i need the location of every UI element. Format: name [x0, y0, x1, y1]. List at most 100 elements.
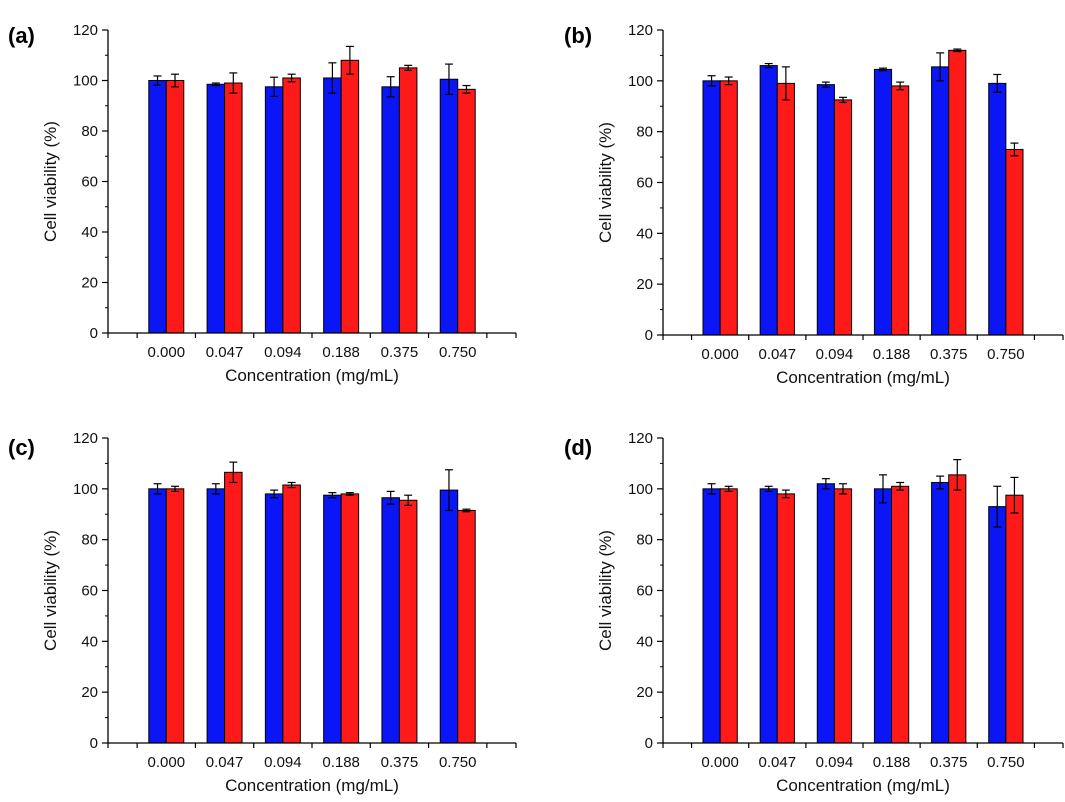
x-tick-label: 0.188	[322, 344, 360, 361]
bar	[702, 80, 721, 336]
y-tick-label: 100	[628, 73, 653, 90]
y-tick-label: 0	[645, 735, 653, 752]
x-tick-label: 0.188	[873, 346, 911, 363]
y-tick-label: 20	[81, 684, 98, 701]
bar	[206, 488, 226, 744]
x-axis-title: Concentration (mg/mL)	[225, 366, 399, 385]
bar	[439, 489, 459, 744]
bar	[148, 80, 167, 334]
y-tick-label: 100	[628, 481, 653, 498]
x-tick-label: 0.000	[701, 346, 739, 363]
y-axis-title: Cell viability (%)	[41, 121, 60, 242]
x-tick-label: 0.375	[381, 754, 419, 771]
bar	[988, 82, 1007, 336]
bar	[776, 493, 795, 744]
y-tick-label: 0	[645, 327, 653, 344]
y-axis-title: Cell viability (%)	[596, 122, 615, 243]
bar	[833, 99, 853, 336]
y-tick-label: 40	[636, 225, 653, 242]
bar	[948, 49, 967, 336]
bar	[381, 86, 400, 334]
panel-label: (c)	[8, 435, 35, 460]
x-tick-label: 0.047	[206, 754, 244, 771]
y-tick-label: 120	[73, 22, 98, 39]
bar	[206, 83, 226, 334]
x-tick-label: 0.750	[439, 344, 477, 361]
x-tick-label: 0.047	[206, 344, 244, 361]
bar	[165, 488, 185, 744]
bar	[224, 82, 243, 334]
y-tick-label: 80	[81, 532, 98, 549]
y-tick-label: 20	[636, 276, 653, 293]
bar	[873, 68, 893, 336]
bar	[891, 85, 910, 336]
bar	[282, 77, 301, 334]
x-tick-label: 0.000	[701, 754, 739, 771]
y-tick-label: 60	[636, 175, 653, 192]
bar	[719, 80, 738, 336]
y-tick-label: 40	[81, 633, 98, 650]
y-tick-label: 60	[636, 583, 653, 600]
bar	[759, 488, 778, 744]
bar	[264, 86, 284, 334]
bar	[948, 474, 967, 744]
bar	[891, 485, 910, 744]
bar	[323, 77, 342, 334]
panel-label: (a)	[8, 23, 35, 48]
x-tick-label: 0.750	[987, 754, 1025, 771]
y-tick-label: 20	[81, 275, 98, 292]
x-tick-label: 0.094	[816, 346, 854, 363]
bar	[931, 481, 950, 744]
y-tick-label: 80	[636, 124, 653, 141]
bar	[282, 484, 301, 744]
x-axis-title: Concentration (mg/mL)	[776, 776, 950, 795]
bar	[323, 494, 342, 744]
bar	[398, 499, 418, 744]
y-tick-label: 60	[81, 174, 98, 191]
y-tick-label: 80	[81, 123, 98, 140]
y-tick-label: 0	[90, 325, 98, 342]
bar	[988, 506, 1007, 744]
y-tick-label: 0	[90, 735, 98, 752]
bar	[398, 67, 418, 334]
bar	[165, 80, 185, 334]
y-tick-label: 100	[73, 73, 98, 90]
bar	[457, 509, 476, 744]
bar	[702, 488, 721, 744]
y-tick-label: 40	[81, 224, 98, 241]
x-tick-label: 0.750	[987, 346, 1025, 363]
bar	[1005, 148, 1024, 336]
x-tick-label: 0.047	[759, 346, 797, 363]
bar	[381, 497, 400, 744]
bar	[816, 483, 835, 744]
y-tick-label: 20	[636, 684, 653, 701]
y-tick-label: 60	[81, 583, 98, 600]
bar	[873, 488, 893, 744]
x-tick-label: 0.750	[439, 754, 477, 771]
y-tick-label: 120	[628, 22, 653, 39]
x-tick-label: 0.000	[148, 754, 186, 771]
x-tick-label: 0.188	[322, 754, 360, 771]
bar	[833, 488, 853, 744]
y-tick-label: 120	[73, 430, 98, 447]
bar	[931, 66, 950, 336]
x-tick-label: 0.000	[148, 344, 186, 361]
y-axis-title: Cell viability (%)	[596, 530, 615, 651]
x-tick-label: 0.094	[816, 754, 854, 771]
x-tick-label: 0.047	[759, 754, 797, 771]
x-tick-label: 0.094	[264, 754, 302, 771]
bar	[224, 471, 243, 744]
x-tick-label: 0.375	[381, 344, 419, 361]
y-tick-label: 100	[73, 481, 98, 498]
y-tick-label: 80	[636, 532, 653, 549]
bar	[457, 88, 476, 334]
bar	[340, 493, 360, 744]
bar	[816, 84, 835, 336]
y-axis-title: Cell viability (%)	[41, 530, 60, 651]
bar	[439, 78, 459, 334]
bar	[264, 493, 284, 744]
x-tick-label: 0.188	[873, 754, 911, 771]
bar	[148, 488, 167, 744]
